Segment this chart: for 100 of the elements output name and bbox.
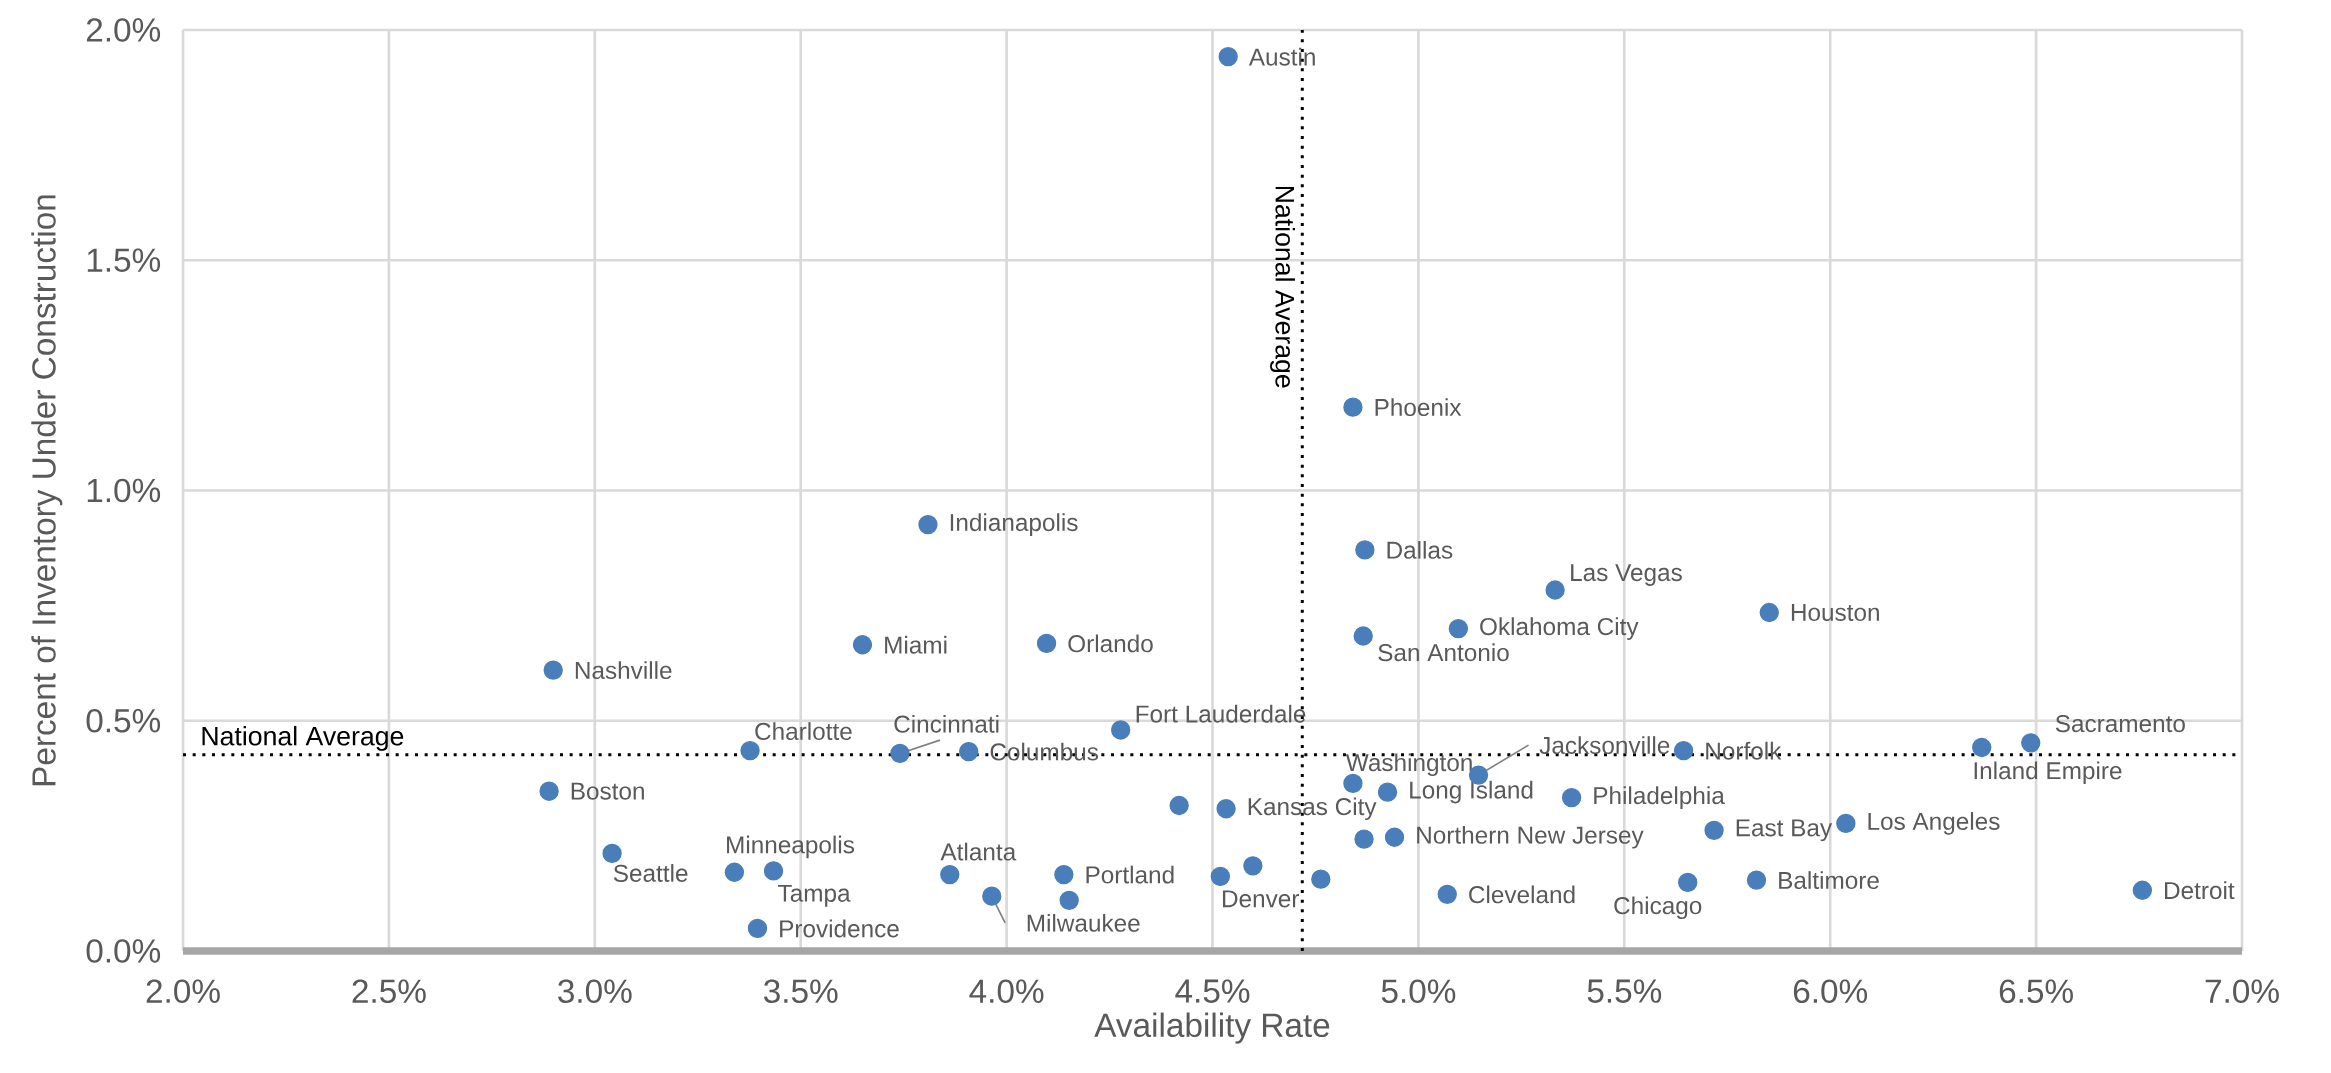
x-tick-label: 5.0% (1381, 979, 1456, 1004)
x-tick-label: 4.5% (1175, 979, 1250, 1003)
point (2021, 733, 2041, 753)
annotation: Cleveland (1469, 885, 1575, 904)
point (890, 743, 910, 764)
annotation: Columbus (990, 742, 1099, 761)
x-tick-label: 2.5% (352, 979, 426, 1004)
y-axis-title: Percent of Inventory Under Construction (31, 195, 63, 786)
annotation: Washington (1345, 753, 1472, 777)
point (982, 886, 1002, 906)
annotation: Boston (571, 782, 644, 800)
annotation: Los Angeles (1868, 812, 2000, 835)
annotation: Nashville (575, 661, 672, 680)
point (1678, 872, 1698, 893)
point (539, 781, 559, 801)
annotation: Jacksonville (1539, 736, 1670, 755)
x-tick-label: 2.0% (146, 979, 220, 1004)
point (1343, 397, 1363, 417)
annotation: Tampa (778, 884, 851, 907)
point (2132, 880, 2153, 900)
point (1218, 47, 1238, 67)
annotation: Long Island (1410, 780, 1533, 804)
x-tick-label: 6.0% (1793, 979, 1868, 1004)
annotation: Milwaukee (1027, 913, 1140, 932)
annotation: Inland Empire (1974, 761, 2122, 785)
annotation: Indianapolis (950, 513, 1078, 536)
annotation: San Antonio (1378, 643, 1509, 662)
point (1216, 799, 1236, 819)
point (1169, 795, 1189, 816)
point (1384, 827, 1405, 847)
y-tick-label: 0.0% (86, 939, 161, 963)
annotation: Austin (1248, 47, 1315, 66)
annotation: Detroit (2165, 881, 2235, 900)
annotation: Providence (780, 919, 899, 938)
point (763, 861, 784, 881)
annotation: East Bay (1736, 819, 1833, 842)
annotation: Sacramento (2055, 714, 2185, 733)
ref-line-label: National Average (202, 725, 404, 751)
point (740, 741, 760, 761)
annotation: Kansas City (1248, 797, 1377, 821)
x-tick-label: 7.0% (2205, 979, 2279, 1004)
annotation: Minneapolis (727, 835, 855, 859)
x-tick-label: 6.5% (1999, 979, 2073, 1004)
point (747, 918, 768, 939)
annotation: Oklahoma City (1480, 617, 1639, 640)
point (1545, 580, 1565, 600)
annotation: Philadelphia (1594, 786, 1725, 809)
annotation: Houston (1791, 604, 1879, 622)
annotation: Dallas (1387, 540, 1453, 559)
annotation: Cincinnati (894, 714, 999, 733)
point (1836, 813, 1856, 834)
ref-line-label: National Average (1270, 186, 1295, 388)
point (1355, 540, 1375, 560)
annotation: Chicago (1614, 896, 1702, 920)
annotation: Orlando (1068, 634, 1153, 653)
x-tick-label: 3.5% (763, 979, 838, 1004)
point (602, 843, 622, 864)
x-tick-label: 5.5% (1587, 979, 1662, 1003)
y-tick-label: 2.0% (86, 18, 161, 42)
point (918, 514, 938, 535)
point (724, 862, 745, 882)
point (1311, 869, 1331, 889)
annotation: Seattle (613, 864, 688, 882)
point (1111, 720, 1131, 740)
point (940, 864, 960, 885)
point (852, 635, 873, 655)
point (1059, 890, 1079, 911)
point (1354, 829, 1374, 849)
point (1377, 782, 1398, 802)
x-axis-title: Availability Rate (1094, 1012, 1330, 1044)
annotation: Portland (1086, 865, 1174, 884)
annotation: Denver (1222, 890, 1299, 908)
annotation: Las Vegas (1571, 564, 1682, 586)
annotation: Miami (885, 635, 947, 654)
point (1673, 741, 1694, 761)
point (959, 741, 979, 762)
point (1054, 864, 1074, 885)
point (1210, 866, 1230, 887)
y-tick-label: 1.5% (87, 248, 161, 272)
y-tick-label: 1.0% (87, 478, 161, 503)
point (1759, 602, 1779, 623)
annotation: Norfolk (1706, 741, 1782, 760)
annotation: Charlotte (755, 722, 852, 741)
annotation: Atlanta (940, 842, 1017, 861)
point (1353, 626, 1373, 646)
point (1972, 737, 1992, 758)
point (1243, 856, 1263, 876)
annotation: Baltimore (1779, 871, 1879, 890)
point (1704, 820, 1724, 841)
point (1561, 787, 1582, 808)
x-tick-label: 4.0% (969, 979, 1044, 1004)
point (1036, 633, 1057, 654)
y-tick-label: 0.5% (86, 708, 161, 733)
annotation: Fort Lauderdale (1136, 704, 1306, 723)
point (543, 660, 563, 680)
annotation: Phoenix (1375, 398, 1462, 417)
point (1746, 870, 1767, 890)
x-tick-label: 3.0% (558, 979, 632, 1004)
annotation: Northern New Jersey (1417, 825, 1644, 849)
point (1448, 618, 1469, 639)
